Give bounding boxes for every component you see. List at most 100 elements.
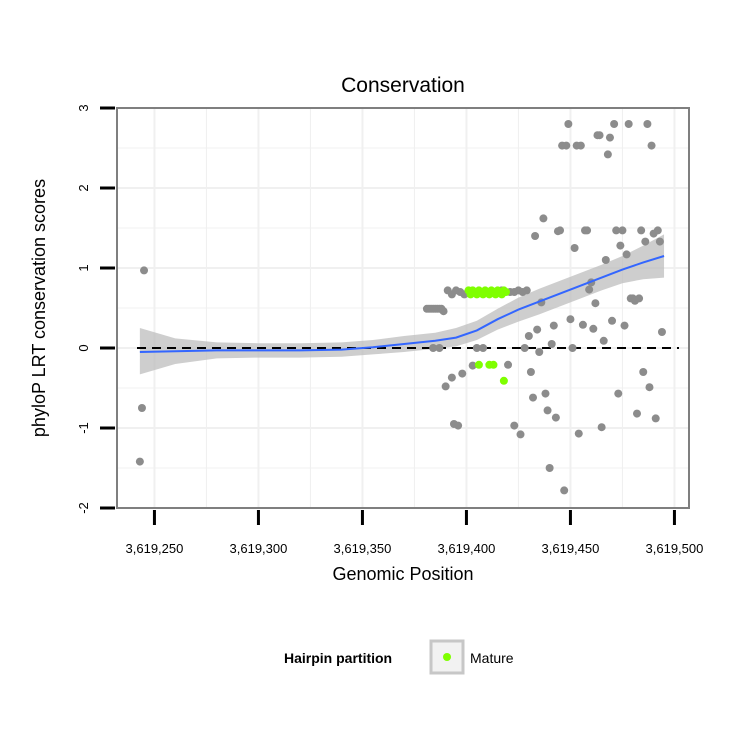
point-other-13 xyxy=(435,344,444,352)
smooth-line xyxy=(139,255,665,353)
y-tick-label-4: 2 xyxy=(76,184,91,191)
legend-key-mature xyxy=(443,653,451,661)
y-tick-label-5: 3 xyxy=(76,104,91,111)
point-other-33 xyxy=(510,421,519,430)
point-mature-21 xyxy=(489,360,498,369)
point-other-57 xyxy=(568,344,577,352)
point-other-36 xyxy=(524,332,533,340)
point-other-0 xyxy=(140,266,149,275)
y-axis-label: phyloP LRT conservation scores xyxy=(29,179,49,437)
point-other-65 xyxy=(585,285,594,294)
point-other-45 xyxy=(543,406,552,415)
point-other-25 xyxy=(447,373,456,382)
data-points xyxy=(135,120,666,495)
point-other-51 xyxy=(556,226,565,235)
point-other-70 xyxy=(595,131,604,140)
y-tick-label-0: -2 xyxy=(76,502,91,514)
point-other-31 xyxy=(479,344,488,352)
point-other-24 xyxy=(441,382,450,391)
point-other-84 xyxy=(624,120,633,128)
axes: 3,619,250 3,619,300 3,619,350 3,619,400 3,61… xyxy=(76,104,703,556)
point-other-75 xyxy=(605,133,614,142)
point-other-98 xyxy=(653,226,662,235)
point-other-67 xyxy=(589,324,598,333)
grid-lines xyxy=(117,107,689,509)
point-other-53 xyxy=(560,486,569,495)
point-other-61 xyxy=(576,141,585,150)
point-other-64 xyxy=(583,226,592,235)
legend-key-box xyxy=(429,639,465,675)
point-other-58 xyxy=(570,244,579,252)
point-other-78 xyxy=(612,226,621,235)
point-other-81 xyxy=(618,226,627,235)
point-other-44 xyxy=(541,389,550,398)
point-other-97 xyxy=(651,414,660,423)
point-other-56 xyxy=(566,315,575,324)
point-other-91 xyxy=(639,368,648,376)
point-other-74 xyxy=(603,150,612,159)
point-other-28 xyxy=(458,369,467,378)
legend-label-mature: Mature xyxy=(470,650,514,666)
x-tick-label-1: 3,619,300 xyxy=(230,541,288,556)
point-other-89 xyxy=(635,294,644,303)
point-other-27 xyxy=(454,421,463,430)
y-tick-label-3: 1 xyxy=(76,264,91,271)
point-other-38 xyxy=(529,393,537,402)
point-other-60 xyxy=(574,429,583,438)
point-mature-18 xyxy=(501,288,510,296)
point-other-79 xyxy=(614,389,623,398)
point-other-76 xyxy=(608,316,617,325)
point-other-73 xyxy=(601,256,610,264)
point-other-43 xyxy=(539,214,548,223)
point-other-55 xyxy=(564,120,573,128)
point-other-1 xyxy=(137,404,146,412)
point-other-99 xyxy=(655,237,664,246)
point-other-94 xyxy=(645,383,654,392)
point-other-40 xyxy=(533,325,542,334)
point-other-23 xyxy=(522,286,531,295)
point-other-88 xyxy=(633,409,641,418)
x-tick-label-0: 3,619,250 xyxy=(126,541,184,556)
point-other-32 xyxy=(504,360,513,369)
point-other-11 xyxy=(439,307,448,316)
point-other-90 xyxy=(637,226,646,235)
point-other-35 xyxy=(520,344,529,352)
point-other-12 xyxy=(429,344,438,352)
x-tick-label-2: 3,619,350 xyxy=(334,541,392,556)
point-other-93 xyxy=(643,120,652,128)
point-other-71 xyxy=(597,423,606,432)
point-other-2 xyxy=(135,457,144,466)
point-other-80 xyxy=(616,241,625,250)
point-other-41 xyxy=(535,348,544,356)
confidence-band xyxy=(139,234,665,375)
legend: Hairpin partition Mature xyxy=(284,639,514,675)
point-other-62 xyxy=(578,320,587,329)
legend-title: Hairpin partition xyxy=(284,650,392,666)
point-other-77 xyxy=(610,120,619,128)
point-other-92 xyxy=(641,237,650,246)
confidence-band-layer xyxy=(139,234,665,375)
x-tick-label-4: 3,619,450 xyxy=(542,541,600,556)
point-other-49 xyxy=(551,413,560,422)
point-other-39 xyxy=(531,232,540,240)
point-other-82 xyxy=(620,321,629,330)
point-other-72 xyxy=(599,336,608,345)
chart-title: Conservation xyxy=(341,74,465,97)
y-tick-label-2: 0 xyxy=(76,344,91,351)
smooth-line-layer xyxy=(139,255,665,353)
point-other-68 xyxy=(591,299,600,308)
point-other-29 xyxy=(468,361,477,370)
x-tick-label-3: 3,619,400 xyxy=(438,541,496,556)
point-other-47 xyxy=(547,340,556,348)
point-other-54 xyxy=(562,141,571,150)
y-tick-label-1: -1 xyxy=(76,422,91,434)
point-other-37 xyxy=(526,368,535,376)
x-tick-label-5: 3,619,500 xyxy=(646,541,704,556)
point-other-48 xyxy=(549,321,558,330)
point-mature-22 xyxy=(499,376,508,385)
panel-border xyxy=(116,107,690,509)
point-other-34 xyxy=(516,430,525,439)
point-mature-19 xyxy=(474,360,483,369)
point-other-30 xyxy=(472,344,481,352)
